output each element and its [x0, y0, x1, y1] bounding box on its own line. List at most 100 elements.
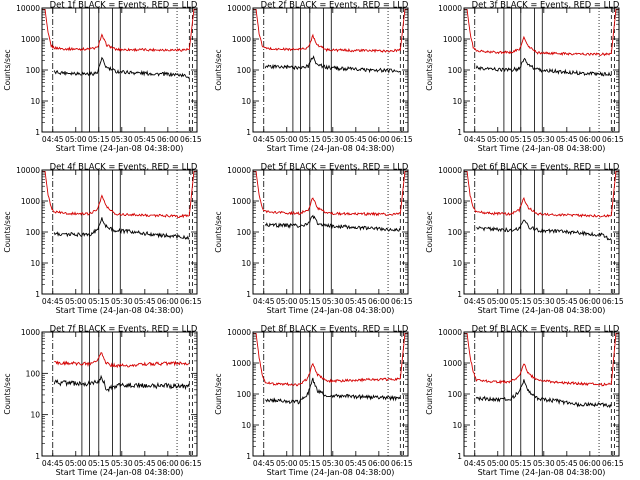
y-tick-label: 1000: [21, 197, 40, 206]
x-tick-label: 05:30: [111, 297, 133, 306]
x-tick-label: 06:00: [157, 459, 179, 468]
y-tick-label: 1000: [21, 328, 40, 337]
lld-series-line: [464, 332, 619, 387]
x-tick-label: 05:00: [276, 459, 298, 468]
plot-frame: [41, 331, 198, 457]
y-tick-label: 1: [457, 452, 462, 461]
x-tick-label: 06:00: [368, 297, 390, 306]
x-tick-label: 05:45: [556, 297, 578, 306]
y-tick-label: 100: [237, 390, 252, 399]
x-tick-label: 06:00: [157, 297, 179, 306]
y-tick-label: 1000: [443, 359, 462, 368]
y-tick-label: 100: [237, 66, 252, 75]
x-tick-label: 05:45: [134, 135, 156, 144]
x-tick-label: 04:45: [464, 135, 486, 144]
lld-series-line: [54, 351, 190, 369]
x-axis-label: Start Time (24-Jan-08 04:38:00): [478, 144, 606, 153]
x-tick-label: 04:45: [42, 297, 64, 306]
y-tick-label: 10: [452, 421, 462, 430]
events-series-line: [53, 374, 190, 393]
y-tick-label: 1: [457, 290, 462, 299]
plot-frame: [252, 331, 409, 457]
x-tick-label: 06:15: [391, 459, 413, 468]
x-tick-label: 06:15: [391, 135, 413, 144]
lld-series-line: [464, 170, 619, 218]
x-axis-label: Start Time (24-Jan-08 04:38:00): [478, 306, 606, 315]
x-axis-label: Start Time (24-Jan-08 04:38:00): [267, 306, 395, 315]
plot-area: [464, 8, 619, 132]
x-axis-label: Start Time (24-Jan-08 04:38:00): [267, 468, 395, 477]
x-tick-label: 06:00: [157, 135, 179, 144]
x-tick-label: 05:15: [510, 459, 532, 468]
plot-area: [253, 8, 408, 132]
x-tick-label: 06:00: [579, 135, 601, 144]
x-tick-label: 04:45: [42, 135, 64, 144]
chart-panel: Det 2f BLACK = Events, RED = LLD 1 10 100 10…: [214, 0, 413, 153]
chart-panel: Det 1f BLACK = Events, RED = LLD 1 10 100 10…: [3, 0, 202, 153]
y-tick-label: 100: [26, 228, 41, 237]
plot-area: [464, 170, 619, 294]
x-tick-label: 05:15: [88, 135, 110, 144]
y-tick-label: 1000: [443, 197, 462, 206]
y-tick-label: 10000: [227, 4, 251, 13]
y-tick-label: 1: [457, 128, 462, 137]
y-tick-label: 1000: [232, 197, 251, 206]
y-tick-label: 10: [241, 259, 251, 268]
chart-panel: Det 7f BLACK = Events, RED = LLD 1 10 100 10…: [3, 324, 202, 478]
plot-frame: [41, 169, 198, 295]
plot-frame: [463, 331, 620, 457]
x-tick-label: 06:15: [602, 459, 624, 468]
x-tick-label: 05:45: [556, 135, 578, 144]
chart-title: Det 1f BLACK = Events, RED = LLD: [50, 0, 198, 10]
x-tick-label: 05:15: [299, 135, 321, 144]
y-tick-label: 1: [246, 290, 251, 299]
y-tick-label: 1000: [232, 35, 251, 44]
lld-series-line: [42, 8, 197, 53]
x-tick-label: 05:15: [510, 297, 532, 306]
y-tick-label: 1000: [21, 35, 40, 44]
chart-title: Det 2f BLACK = Events, RED = LLD: [261, 0, 409, 10]
y-axis-label: Counts/sec: [425, 49, 434, 90]
x-tick-label: 05:45: [345, 459, 367, 468]
plot-area: [464, 332, 619, 456]
y-tick-label: 1: [35, 452, 40, 461]
x-tick-label: 05:15: [88, 459, 110, 468]
x-tick-label: 05:15: [510, 135, 532, 144]
y-axis-label: Counts/sec: [425, 373, 434, 414]
x-tick-label: 05:30: [322, 135, 344, 144]
x-tick-label: 05:45: [134, 297, 156, 306]
x-tick-label: 04:45: [253, 135, 275, 144]
y-tick-label: 10000: [438, 166, 462, 175]
chart-panel: Det 9f BLACK = Events, RED = LLD 1 10 100 10…: [425, 324, 624, 478]
y-axis-label: Counts/sec: [214, 373, 223, 414]
x-axis-label: Start Time (24-Jan-08 04:38:00): [56, 306, 184, 315]
lld-series-line: [253, 8, 408, 54]
x-tick-label: 06:15: [602, 135, 624, 144]
y-tick-label: 10000: [227, 328, 251, 337]
x-tick-label: 06:15: [180, 459, 202, 468]
x-tick-label: 04:45: [464, 459, 486, 468]
y-axis-label: Counts/sec: [214, 49, 223, 90]
y-tick-label: 100: [26, 66, 41, 75]
y-axis-label: Counts/sec: [3, 211, 12, 252]
x-tick-label: 05:00: [487, 135, 509, 144]
y-tick-label: 10000: [16, 4, 40, 13]
y-tick-label: 10: [452, 97, 462, 106]
events-series-line: [475, 57, 612, 77]
events-series-line: [53, 217, 190, 240]
lld-series-line: [464, 8, 619, 57]
chart-panel: Det 3f BLACK = Events, RED = LLD 1 10 100 10…: [425, 0, 624, 153]
x-tick-label: 05:30: [533, 459, 555, 468]
x-tick-label: 04:45: [42, 459, 64, 468]
x-tick-label: 06:00: [368, 135, 390, 144]
x-tick-label: 05:30: [111, 135, 133, 144]
y-tick-label: 100: [448, 390, 463, 399]
chart-title: Det 3f BLACK = Events, RED = LLD: [472, 0, 620, 10]
lld-series-line: [42, 170, 197, 219]
x-axis-label: Start Time (24-Jan-08 04:38:00): [478, 468, 606, 477]
x-tick-label: 05:30: [533, 297, 555, 306]
y-tick-label: 10: [241, 97, 251, 106]
chart-title: Det 5f BLACK = Events, RED = LLD: [261, 162, 409, 172]
x-tick-label: 05:00: [65, 459, 87, 468]
